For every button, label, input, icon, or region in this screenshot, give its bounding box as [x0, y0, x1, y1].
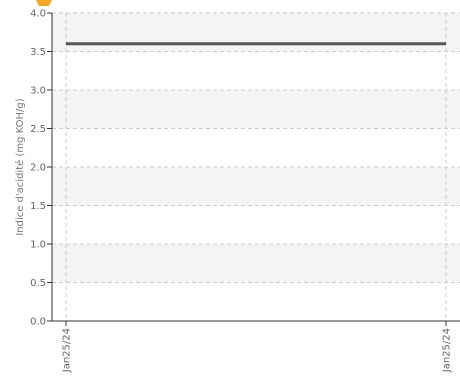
- y-tick-label: 2.0: [30, 163, 46, 174]
- grid-band: [52, 13, 460, 52]
- y-tick-label: 3.0: [30, 86, 46, 97]
- y-tick-label: 2.5: [30, 124, 46, 135]
- y-tick-label: 0.0: [30, 317, 46, 328]
- grid-band: [52, 167, 460, 206]
- grid-band: [52, 244, 460, 283]
- y-ticks: 0.0 0.5 1.0 1.5 2.0 2.5 3.0 3.5 4.0: [30, 9, 52, 328]
- grid-band: [52, 90, 460, 129]
- x-ticks: Jan25/24 Jan25/24: [62, 321, 453, 373]
- y-tick-label: 1.5: [30, 201, 46, 212]
- y-tick-label: 0.5: [30, 278, 46, 289]
- y-tick-label: 4.0: [30, 9, 46, 20]
- y-tick-label: 3.5: [30, 47, 46, 58]
- x-tick-label: Jan25/24: [442, 328, 453, 373]
- y-tick-label: 1.0: [30, 240, 46, 251]
- x-tick-label: Jan25/24: [62, 328, 73, 373]
- y-axis-title: Indice d'acidité (mg KOH/g): [14, 98, 26, 235]
- background-bands: [52, 13, 460, 283]
- grid-lines: [52, 12, 460, 321]
- warning-marker-icon: [36, 0, 52, 6]
